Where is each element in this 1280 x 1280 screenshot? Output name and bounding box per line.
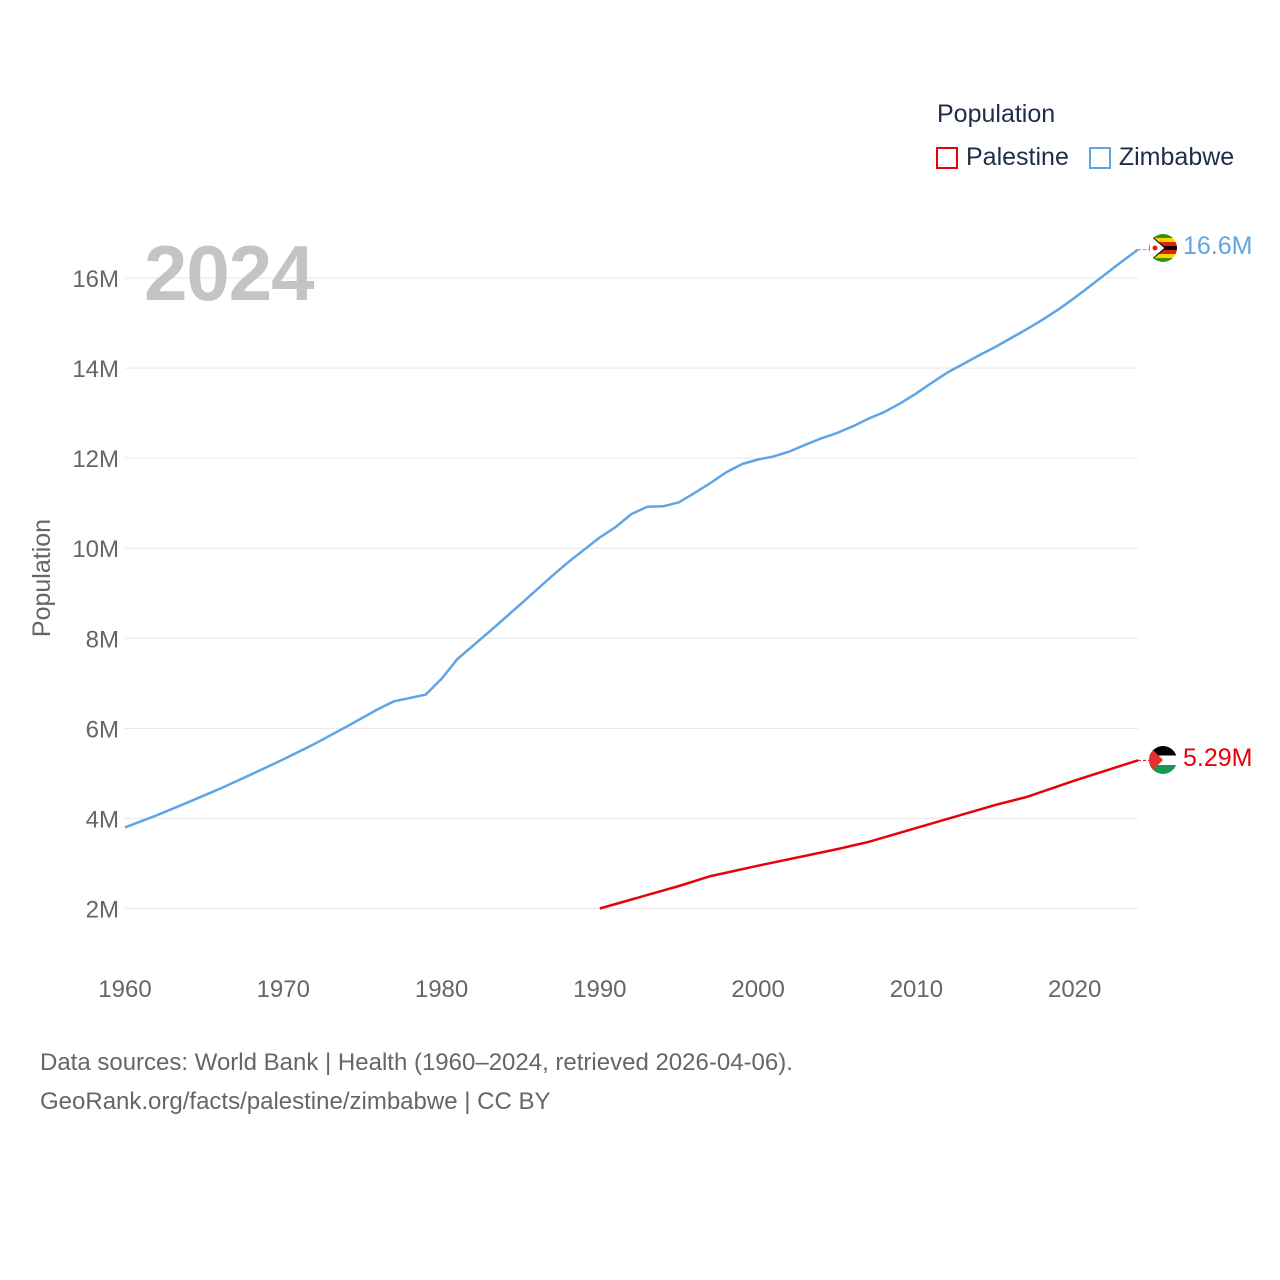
x-tick-label: 2020 xyxy=(1048,976,1101,1003)
x-tick-label: 2010 xyxy=(890,976,943,1003)
legend-title: Population xyxy=(937,100,1056,128)
legend-item-zimbabwe[interactable]: Zimbabwe xyxy=(1088,143,1235,172)
x-tick-label: 1990 xyxy=(573,976,626,1003)
y-tick-label: 6M xyxy=(86,716,119,743)
legend-item-palestine[interactable]: Palestine xyxy=(936,143,1069,172)
x-tick-label: 1970 xyxy=(257,976,310,1003)
x-tick-label: 1960 xyxy=(98,976,151,1003)
end-markers xyxy=(1149,234,1177,774)
legend: Palestine Zimbabwe xyxy=(936,143,1254,172)
source-note: Data sources: World Bank | Health (1960–… xyxy=(40,1043,793,1121)
y-tick-label: 2M xyxy=(86,897,119,924)
end-labels: 16.6M 5.29M xyxy=(1183,232,1252,772)
y-tick-label: 8M xyxy=(86,626,119,653)
y-tick-label: 12M xyxy=(72,446,119,473)
x-axis-ticks: 1960 1970 1980 1990 2000 2010 2020 xyxy=(98,976,1101,1003)
grid-lines xyxy=(125,277,1138,909)
y-tick-label: 10M xyxy=(72,536,119,563)
end-label-zimbabwe: 16.6M xyxy=(1183,232,1252,260)
series-line-palestine xyxy=(599,759,1139,910)
x-tick-label: 1980 xyxy=(415,976,468,1003)
y-tick-label: 4M xyxy=(86,806,119,833)
legend-swatch-palestine xyxy=(936,146,958,169)
legend-label-zimbabwe: Zimbabwe xyxy=(1118,143,1235,171)
y-tick-label: 16M xyxy=(72,266,119,293)
source-line-2[interactable]: GeoRank.org/facts/palestine/zimbabwe | C… xyxy=(40,1088,551,1115)
y-tick-label: 14M xyxy=(72,356,119,383)
zimbabwe-flag-icon xyxy=(1149,234,1177,262)
palestine-flag-icon xyxy=(1149,746,1177,774)
y-axis-ticks: 2M 4M 6M 8M 10M 12M 14M 16M xyxy=(72,266,119,924)
source-line-1: Data sources: World Bank | Health (1960–… xyxy=(40,1049,793,1076)
y-axis-title: Population xyxy=(28,519,56,637)
legend-label-palestine: Palestine xyxy=(966,143,1069,171)
legend-swatch-zimbabwe xyxy=(1088,146,1111,169)
end-label-palestine: 5.29M xyxy=(1183,744,1252,772)
x-tick-label: 2000 xyxy=(731,976,784,1003)
series-line-zimbabwe xyxy=(124,248,1139,829)
year-label: 2024 xyxy=(144,229,315,317)
series-layer xyxy=(124,248,1149,910)
